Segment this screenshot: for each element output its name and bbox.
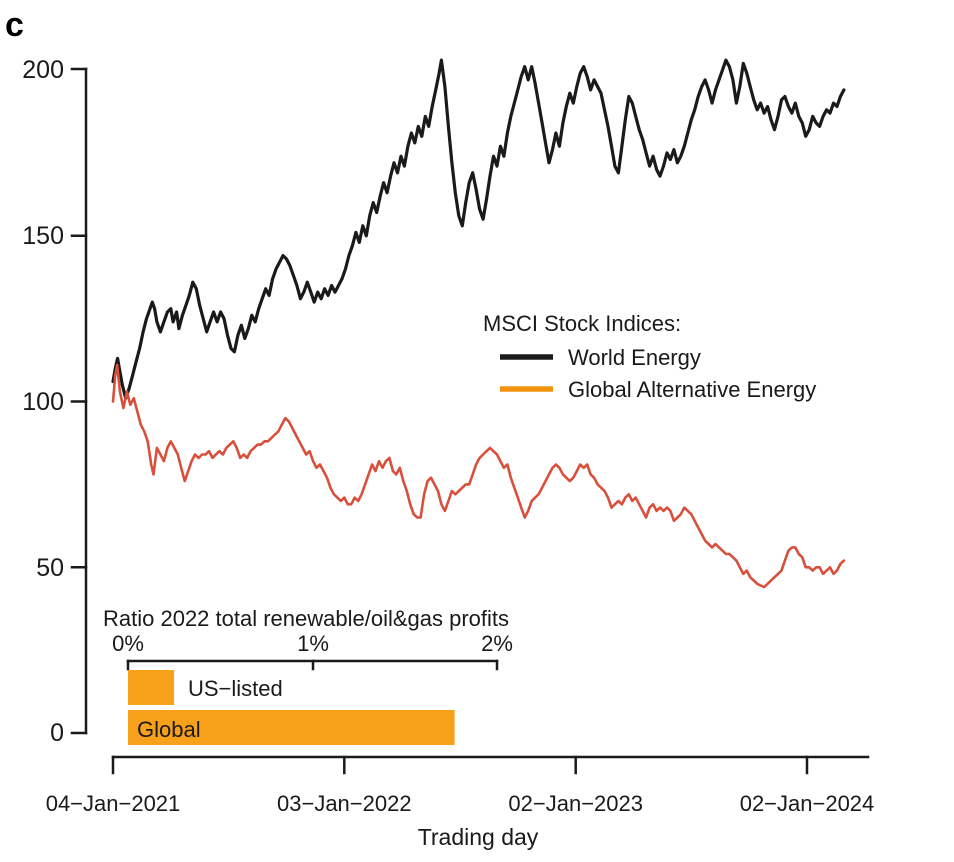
x-tick-label: 02−Jan−2024: [740, 791, 875, 816]
inset-title: Ratio 2022 total renewable/oil&gas profi…: [103, 606, 509, 631]
legend-label-world-energy: World Energy: [568, 345, 701, 370]
x-tick-label: 03−Jan−2022: [277, 791, 412, 816]
inset-tick-label: 0%: [112, 631, 144, 656]
y-tick-label: 50: [36, 554, 64, 582]
y-axis: 200 150 100 50 0: [22, 56, 88, 747]
panel-label: c: [5, 6, 24, 44]
legend-title: MSCI Stock Indices:: [483, 311, 681, 336]
inset-bar-us-listed: [128, 670, 175, 705]
y-tick-label: 0: [50, 719, 64, 747]
y-tick-label: 100: [22, 388, 64, 416]
inset-bar-chart: Ratio 2022 total renewable/oil&gas profi…: [103, 606, 513, 745]
series-lines: [111, 58, 846, 589]
y-tick-label: 200: [22, 56, 64, 84]
legend: MSCI Stock Indices: World Energy Global …: [483, 311, 816, 402]
x-axis: 04−Jan−2021 03−Jan−2022 02−Jan−2023 02−J…: [46, 755, 875, 850]
legend-label-global-alternative-energy: Global Alternative Energy: [568, 377, 816, 402]
inset-bar-label-global: Global: [137, 717, 201, 742]
x-tick-label: 04−Jan−2021: [46, 791, 181, 816]
inset-tick-label: 1%: [297, 631, 329, 656]
global-alternative-energy-line: [111, 363, 846, 589]
y-tick-label: 150: [22, 222, 64, 250]
inset-bars: [128, 670, 455, 745]
world-energy-line: [111, 58, 846, 400]
inset-bar-label-us-listed: US−listed: [188, 676, 283, 701]
x-axis-title: Trading day: [418, 824, 539, 850]
x-tick-label: 02−Jan−2023: [508, 791, 643, 816]
inset-tick-label: 2%: [481, 631, 513, 656]
inset-bar-global: [128, 710, 455, 745]
